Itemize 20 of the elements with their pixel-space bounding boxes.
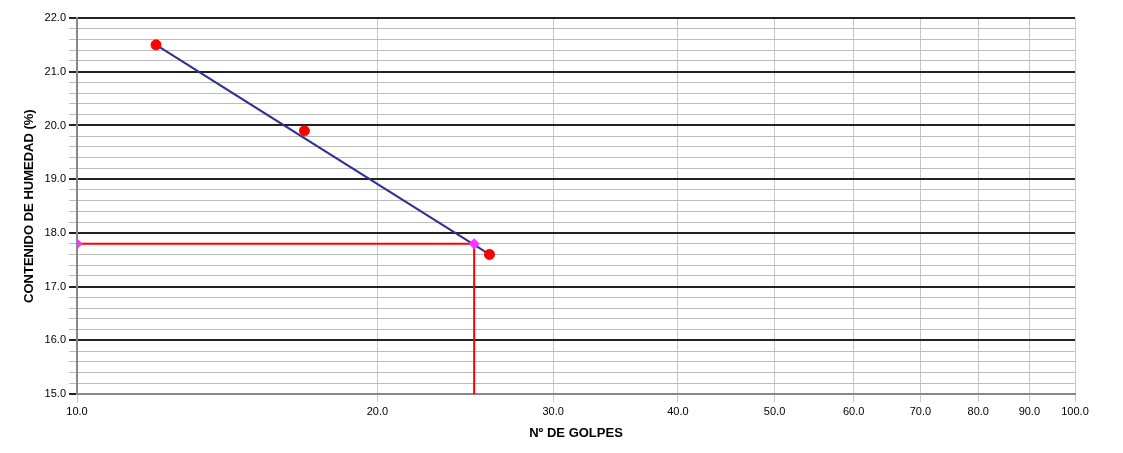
y-tick-label: 22.0 [44, 11, 67, 24]
x-tick-label: 100.0 [1061, 404, 1089, 417]
y-tick-label: 17.0 [44, 279, 67, 292]
x-tick-label: 40.0 [667, 404, 689, 417]
y-tick-label: 19.0 [44, 172, 67, 185]
y-tick-label: 15.0 [44, 387, 67, 400]
x-tick-label: 10.0 [66, 404, 88, 417]
x-tick-label: 30.0 [542, 404, 564, 417]
x-tick-label: 80.0 [967, 404, 989, 417]
x-tick-label: 90.0 [1018, 404, 1041, 417]
x-tick-label: 60.0 [842, 404, 865, 417]
y-axis-title: CONTENIDO DE HUMEDAD (%) [21, 109, 37, 303]
y-tick-label: 21.0 [44, 64, 67, 77]
x-tick-label: 50.0 [763, 404, 786, 417]
x-tick-label: 20.0 [366, 404, 389, 417]
x-axis-title: Nº DE GOLPES [529, 424, 624, 440]
y-tick-label: 20.0 [44, 118, 67, 131]
y-tick-label: 18.0 [44, 226, 67, 238]
y-tick-label: 16.0 [44, 333, 67, 346]
x-tick-label: 70.0 [909, 404, 932, 417]
